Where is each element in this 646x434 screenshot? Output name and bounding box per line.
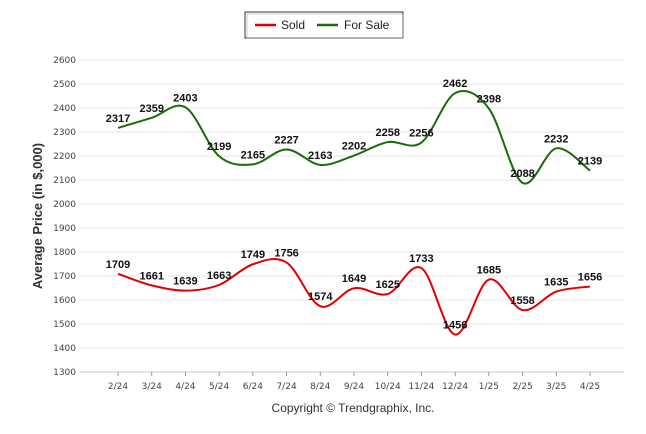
data-label: 2317 xyxy=(106,113,130,125)
data-point[interactable] xyxy=(521,181,525,185)
data-label: 2232 xyxy=(544,133,568,145)
x-tick-label: 1/25 xyxy=(479,382,499,392)
y-tick-label: 1500 xyxy=(53,320,76,330)
data-label: 1456 xyxy=(443,320,467,332)
data-label: 1625 xyxy=(375,279,399,291)
data-label: 1733 xyxy=(409,253,433,265)
y-tick-label: 1800 xyxy=(53,248,76,258)
data-label: 1661 xyxy=(139,270,163,282)
data-label: 1663 xyxy=(207,270,231,282)
data-point[interactable] xyxy=(386,292,390,296)
legend-forsale-label: For Sale xyxy=(344,18,390,32)
data-point[interactable] xyxy=(318,163,322,167)
data-point[interactable] xyxy=(453,91,457,95)
y-tick-label: 2100 xyxy=(53,176,76,186)
y-axis-title: Average Price (in $,000) xyxy=(30,143,45,289)
data-label: 1656 xyxy=(578,272,602,284)
data-label: 1756 xyxy=(274,248,298,260)
y-tick-label: 2500 xyxy=(53,80,76,90)
x-tick-label: 11/24 xyxy=(408,382,434,392)
data-point[interactable] xyxy=(116,272,120,276)
y-tick-label: 1300 xyxy=(53,368,76,378)
data-point[interactable] xyxy=(487,106,491,110)
data-label: 1558 xyxy=(510,295,534,307)
data-label: 2403 xyxy=(173,92,197,104)
x-tick-label: 6/24 xyxy=(243,382,263,392)
data-point[interactable] xyxy=(521,308,525,312)
data-point[interactable] xyxy=(150,283,154,287)
data-label: 2199 xyxy=(207,141,231,153)
data-point[interactable] xyxy=(352,286,356,290)
data-label: 2462 xyxy=(443,78,467,90)
data-point[interactable] xyxy=(588,169,592,173)
x-tick-label: 7/24 xyxy=(276,382,296,392)
data-label: 2227 xyxy=(274,135,298,147)
data-point[interactable] xyxy=(285,148,289,152)
data-label: 2256 xyxy=(409,128,433,140)
y-tick-label: 2000 xyxy=(53,200,76,210)
data-point[interactable] xyxy=(217,283,221,287)
data-label: 2088 xyxy=(510,168,534,180)
data-point[interactable] xyxy=(588,285,592,289)
x-tick-label: 4/25 xyxy=(580,382,600,392)
series-line-for-sale[interactable] xyxy=(117,90,591,185)
y-tick-label: 1400 xyxy=(53,344,76,354)
x-tick-label: 10/24 xyxy=(375,382,401,392)
data-point[interactable] xyxy=(217,154,221,158)
y-tick-label: 1700 xyxy=(53,272,76,282)
data-label: 2398 xyxy=(477,93,501,105)
data-point[interactable] xyxy=(487,278,491,282)
x-tick-label: 12/24 xyxy=(442,382,468,392)
data-point[interactable] xyxy=(116,126,120,130)
data-label: 2258 xyxy=(375,127,399,139)
data-point[interactable] xyxy=(318,304,322,308)
x-tick-label: 8/24 xyxy=(310,382,330,392)
data-label: 2165 xyxy=(241,149,265,161)
y-tick-label: 2200 xyxy=(53,152,76,162)
y-tick-label: 1600 xyxy=(53,296,76,306)
y-tick-label: 2400 xyxy=(53,104,76,114)
x-tick-label: 4/24 xyxy=(175,382,195,392)
data-label: 2359 xyxy=(139,103,163,115)
data-label: 1574 xyxy=(308,291,333,303)
data-label: 1639 xyxy=(173,276,197,288)
y-tick-label: 2300 xyxy=(53,128,76,138)
data-point[interactable] xyxy=(554,290,558,294)
data-label: 2139 xyxy=(578,156,602,168)
data-point[interactable] xyxy=(150,116,154,120)
data-label: 1649 xyxy=(342,273,366,285)
x-tick-label: 3/25 xyxy=(546,382,566,392)
x-tick-label: 2/25 xyxy=(512,382,532,392)
data-point[interactable] xyxy=(352,154,356,158)
data-label: 1749 xyxy=(241,249,265,261)
data-label: 1635 xyxy=(544,277,568,289)
copyright-footer: Copyright © Trendgraphix, Inc. xyxy=(272,401,435,415)
data-label: 2163 xyxy=(308,150,332,162)
data-point[interactable] xyxy=(183,289,187,293)
legend[interactable]: Sold For Sale xyxy=(244,11,404,39)
data-point[interactable] xyxy=(554,146,558,150)
data-point[interactable] xyxy=(285,261,289,265)
series-line-sold[interactable] xyxy=(117,258,591,336)
x-tick-label: 2/24 xyxy=(108,382,128,392)
data-point[interactable] xyxy=(453,333,457,337)
data-point[interactable] xyxy=(251,162,255,166)
data-label: 2202 xyxy=(342,141,366,153)
data-point[interactable] xyxy=(251,262,255,266)
data-point[interactable] xyxy=(419,266,423,270)
data-point[interactable] xyxy=(419,141,423,145)
data-point[interactable] xyxy=(386,140,390,144)
data-label: 1709 xyxy=(106,259,130,271)
x-tick-label: 5/24 xyxy=(209,382,229,392)
data-label: 1685 xyxy=(477,265,501,277)
legend-sold-label: Sold xyxy=(281,18,305,32)
x-tick-label: 9/24 xyxy=(344,382,364,392)
y-tick-label: 2600 xyxy=(53,56,76,66)
data-point[interactable] xyxy=(183,105,187,109)
x-tick-label: 3/24 xyxy=(142,382,162,392)
y-tick-label: 1900 xyxy=(53,224,76,234)
